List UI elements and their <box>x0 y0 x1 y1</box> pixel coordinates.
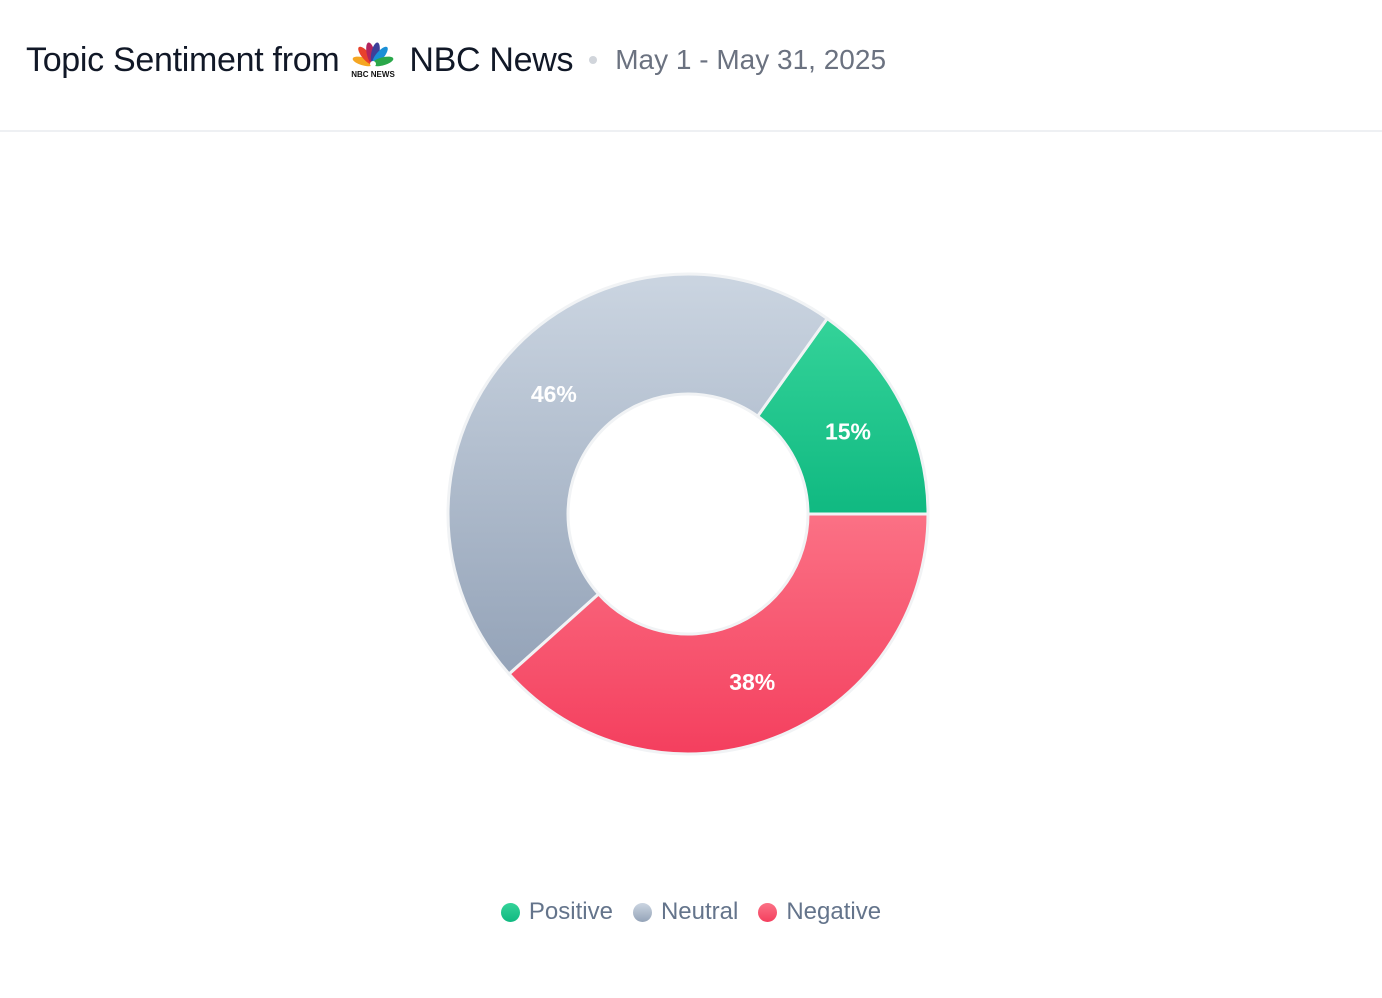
data-label-positive: 15% <box>825 419 871 445</box>
legend-label: Neutral <box>660 898 739 925</box>
separator-dot <box>589 56 598 64</box>
slice-negative[interactable] <box>507 512 930 756</box>
chart-header: Topic Sentiment from NBC NEWS NBC News M… <box>0 0 1382 132</box>
legend-swatch <box>632 902 652 922</box>
legend-label: Positive <box>528 898 613 925</box>
nbc-peacock-logo-icon: NBC NEWS <box>351 42 396 80</box>
legend-swatch <box>758 902 778 922</box>
slice-positive[interactable] <box>755 316 930 516</box>
date-range: May 1 - May 31, 2025 <box>615 44 887 75</box>
donut-chart: 15% 46% 38% <box>446 272 930 756</box>
svg-text:NBC NEWS: NBC NEWS <box>352 70 396 79</box>
legend-swatch <box>500 902 520 922</box>
legend-item-neutral[interactable]: Neutral <box>632 898 739 926</box>
source-name: NBC News <box>409 40 574 79</box>
data-label-neutral: 46% <box>531 381 577 407</box>
legend-label: Negative <box>786 898 882 925</box>
chart-legend: Positive Neutral Negative <box>0 898 1382 926</box>
data-label-negative: 38% <box>729 669 775 695</box>
slice-neutral[interactable] <box>446 272 830 677</box>
chart-title-prefix: Topic Sentiment from <box>26 40 340 79</box>
title-row: Topic Sentiment from NBC NEWS NBC News M… <box>26 40 886 80</box>
legend-item-positive[interactable]: Positive <box>500 898 613 926</box>
legend-item-negative[interactable]: Negative <box>758 898 881 926</box>
